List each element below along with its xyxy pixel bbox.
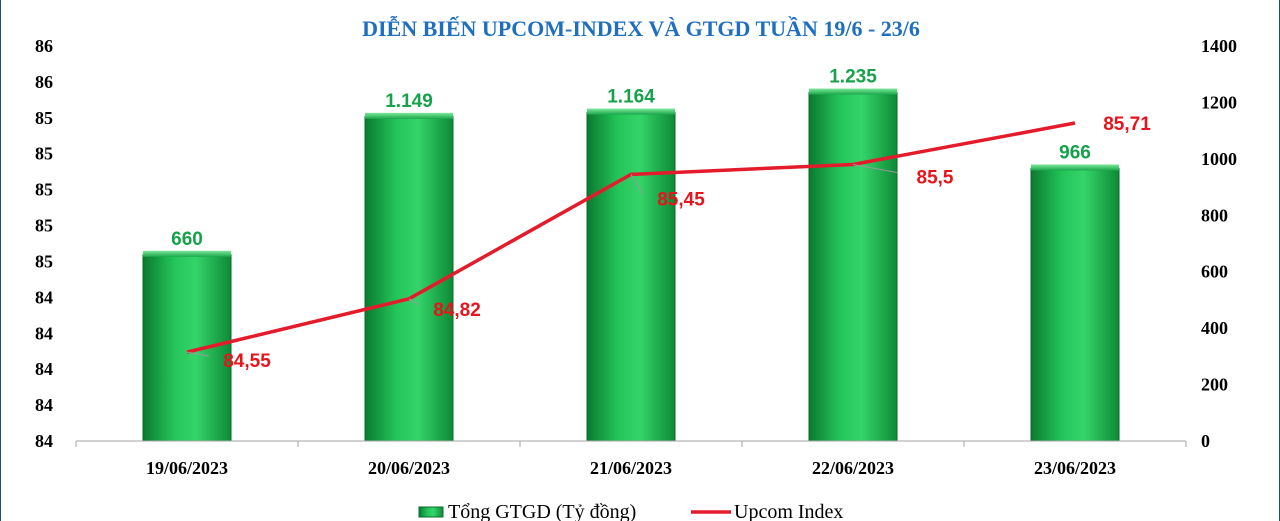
left-tick-label: 86 bbox=[35, 72, 53, 92]
bar-data-label: 660 bbox=[171, 229, 203, 250]
right-tick-label: 800 bbox=[1201, 205, 1228, 225]
right-tick-label: 200 bbox=[1201, 375, 1228, 395]
bar-top bbox=[809, 88, 897, 95]
right-tick-label: 600 bbox=[1201, 262, 1228, 282]
left-axis: 84 84 84 84 84 85 85 85 85 85 86 86 bbox=[35, 36, 53, 451]
line-data-label: 85,45 bbox=[657, 189, 705, 210]
label-leader bbox=[408, 298, 420, 306]
left-tick-label: 85 bbox=[35, 251, 53, 271]
left-tick-label: 86 bbox=[35, 36, 53, 56]
bar-data-label: 1.235 bbox=[829, 67, 877, 88]
right-tick-label: 1000 bbox=[1201, 149, 1237, 169]
line-data-label: 84,55 bbox=[223, 351, 271, 372]
bar bbox=[142, 254, 232, 442]
bar-data-label: 1.149 bbox=[385, 91, 433, 112]
legend-bar-label: Tổng GTGD (Tỷ đồng) bbox=[448, 501, 636, 521]
bar-top bbox=[365, 112, 453, 119]
bar-data-label: 966 bbox=[1059, 142, 1091, 163]
x-tick-label: 19/06/2023 bbox=[146, 458, 228, 478]
chart-title: DIỄN BIẾN UPCOM-INDEX VÀ GTGD TUẦN 19/6 … bbox=[362, 16, 920, 41]
line-data-label: 85,71 bbox=[1103, 114, 1151, 135]
bar bbox=[808, 92, 898, 442]
left-tick-label: 85 bbox=[35, 144, 53, 164]
bar bbox=[1030, 167, 1120, 442]
x-tick-label: 22/06/2023 bbox=[812, 458, 894, 478]
legend-bar-swatch bbox=[418, 506, 444, 518]
right-axis: 0 200 400 600 800 1000 1200 1400 bbox=[1201, 36, 1237, 451]
x-tick-label: 21/06/2023 bbox=[590, 458, 672, 478]
x-tick-label: 23/06/2023 bbox=[1034, 458, 1116, 478]
left-tick-label: 84 bbox=[35, 287, 53, 307]
line-series: 84,55 84,82 85,45 85,5 85,71 bbox=[186, 114, 1151, 372]
x-axis: 19/06/2023 20/06/2023 21/06/2023 22/06/2023… bbox=[75, 440, 1187, 478]
right-tick-label: 1200 bbox=[1201, 92, 1237, 112]
label-leader bbox=[630, 174, 644, 195]
left-tick-label: 84 bbox=[35, 431, 53, 451]
left-tick-label: 85 bbox=[35, 216, 53, 236]
bar bbox=[586, 112, 676, 442]
line-data-label: 84,82 bbox=[433, 300, 481, 321]
right-tick-label: 0 bbox=[1201, 431, 1210, 451]
x-tick-label: 20/06/2023 bbox=[368, 458, 450, 478]
left-tick-label: 85 bbox=[35, 108, 53, 128]
bar-data-label: 1.164 bbox=[607, 87, 655, 108]
left-tick-label: 84 bbox=[35, 395, 53, 415]
left-tick-label: 84 bbox=[35, 359, 53, 379]
bar-top bbox=[143, 250, 231, 257]
right-tick-label: 1400 bbox=[1201, 36, 1237, 56]
bar-top bbox=[1031, 164, 1119, 171]
label-leader bbox=[852, 164, 898, 173]
right-tick-label: 400 bbox=[1201, 318, 1228, 338]
legend: Tổng GTGD (Tỷ đồng) Upcom Index bbox=[418, 501, 843, 521]
bar-top bbox=[587, 108, 675, 115]
left-tick-label: 84 bbox=[35, 323, 53, 343]
left-tick-label: 85 bbox=[35, 180, 53, 200]
legend-line-label: Upcom Index bbox=[734, 501, 843, 521]
bar-series: 660 1.149 1.164 1.235 966 bbox=[142, 67, 1120, 442]
bar bbox=[364, 116, 454, 442]
label-leader bbox=[186, 351, 210, 357]
line-data-label: 85,5 bbox=[917, 168, 954, 189]
